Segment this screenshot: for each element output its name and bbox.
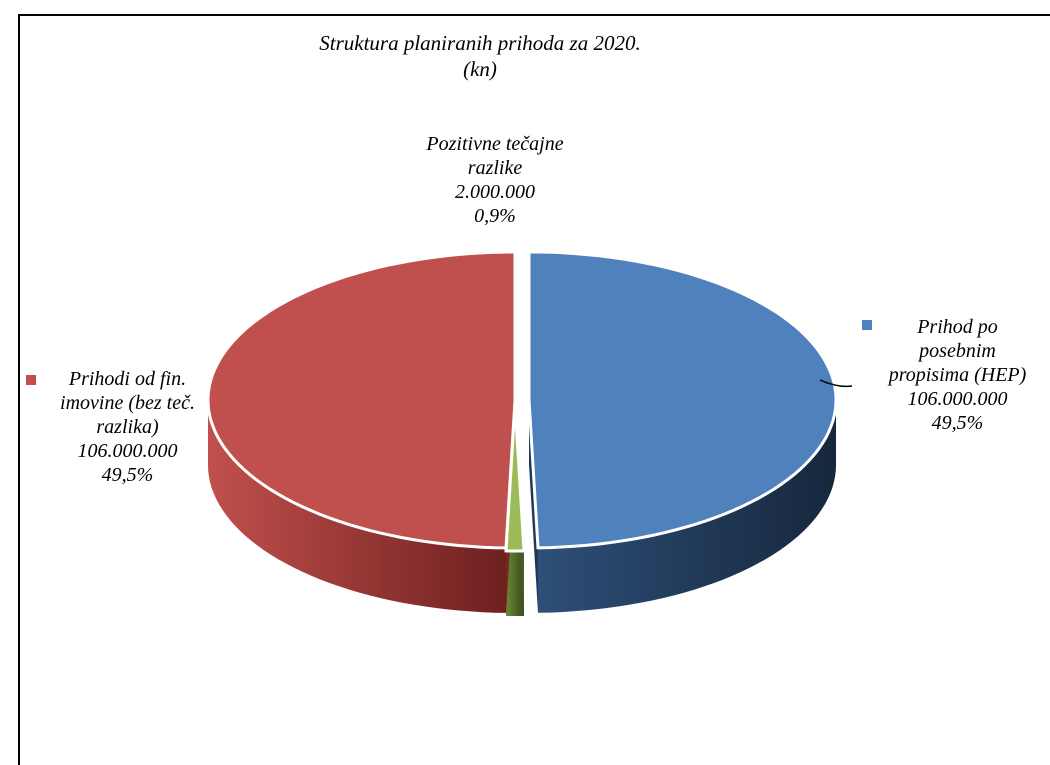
slice-hep-side	[538, 399, 836, 613]
slice-label-fin-imovina: Prihodi od fin. imovine (bez teč. razlik…	[40, 367, 215, 487]
chart-title-line-1: Struktura planiranih prihoda za 2020.	[319, 31, 641, 55]
chart-title: Struktura planiranih prihoda za 2020. (k…	[270, 30, 690, 82]
slice-label-hep-name-3: propisima (HEP)	[888, 364, 1027, 386]
leader-line-hep	[819, 379, 853, 388]
chart-title-line-2: (kn)	[463, 57, 497, 81]
slice-tecajne-side	[506, 550, 524, 616]
slice-label-tecajne: Pozitivne tečajne razlike 2.000.000 0,9%	[395, 132, 595, 228]
legend-marker-blue	[862, 320, 872, 330]
slice-label-fin-name-3: razlika)	[96, 416, 159, 438]
slice-label-fin-name-1: Prihodi od fin.	[68, 368, 187, 390]
slice-fin-imovina-top	[206, 250, 517, 550]
slice-label-hep-name-1: Prihod po	[917, 316, 998, 338]
slice-label-tecajne-percent: 0,9%	[474, 205, 516, 227]
slice-hep-top	[527, 250, 838, 550]
slice-fin-imovina-side	[208, 400, 506, 613]
slice-label-hep: Prihod po posebnim propisima (HEP) 106.0…	[870, 315, 1045, 435]
slice-label-fin-percent: 49,5%	[101, 464, 154, 486]
slice-label-fin-name-2: imovine (bez teč.	[60, 392, 195, 414]
slice-label-fin-value: 106.000.000	[77, 440, 178, 462]
slice-label-tecajne-value: 2.000.000	[455, 181, 535, 203]
slice-label-hep-name-2: posebnim	[919, 340, 996, 362]
legend-marker-red	[26, 375, 36, 385]
slice-label-tecajne-name-2: razlike	[467, 157, 523, 179]
slice-label-tecajne-name-1: Pozitivne tečajne	[426, 133, 564, 155]
slice-label-hep-value: 106.000.000	[907, 388, 1008, 410]
slice-label-hep-percent: 49,5%	[931, 412, 984, 434]
chart-frame	[18, 14, 1050, 765]
slice-tecajne-top	[504, 402, 526, 553]
